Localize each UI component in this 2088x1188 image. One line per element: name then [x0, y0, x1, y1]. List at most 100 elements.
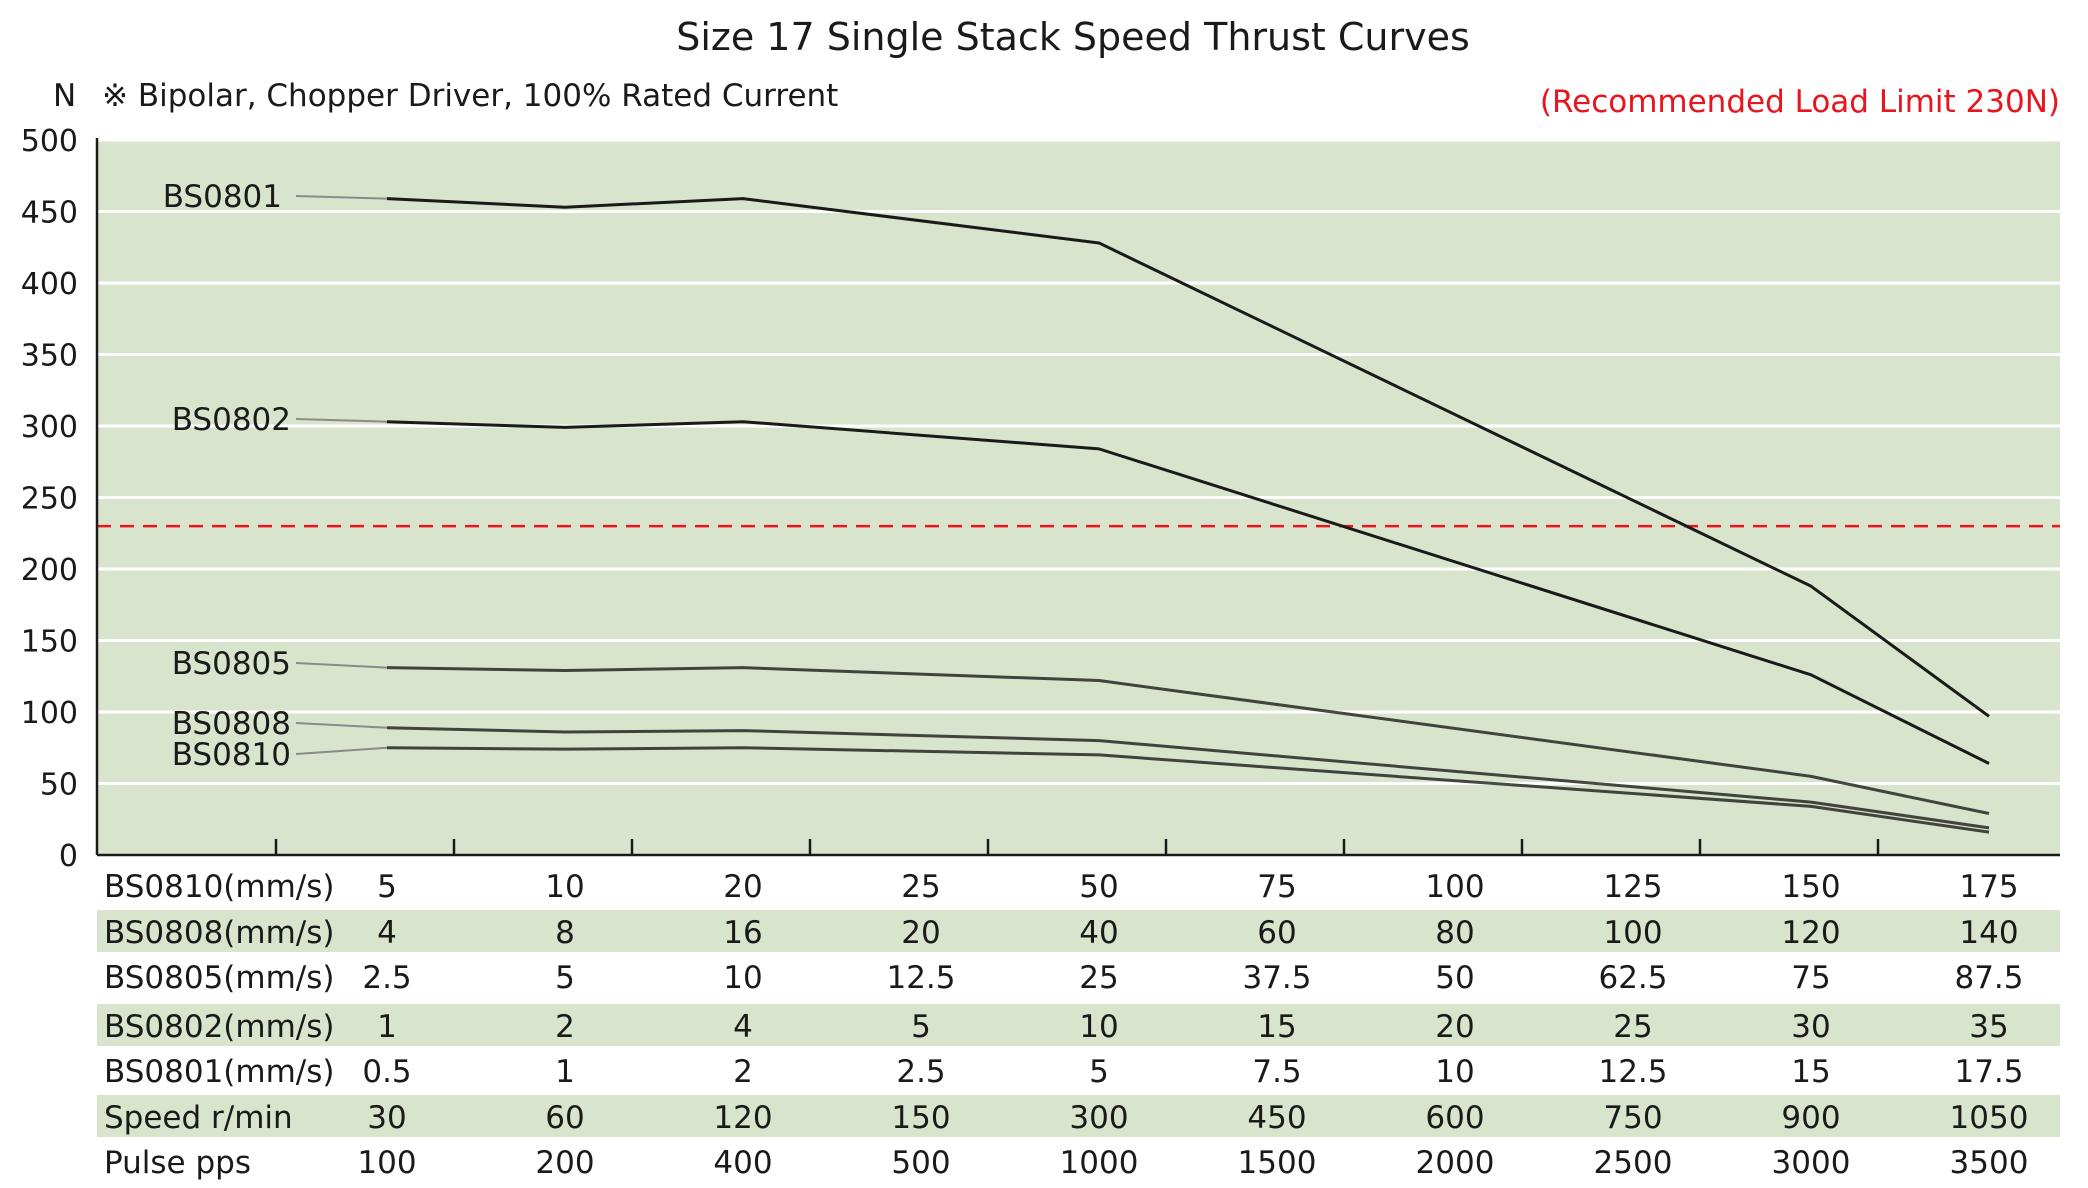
- y-tick-label: 400: [21, 267, 78, 302]
- table-cell: 100: [1603, 915, 1662, 951]
- curve-bs0802: [386, 420, 1990, 765]
- table-cell: 87.5: [1954, 960, 2023, 996]
- table-cell: 1050: [1950, 1100, 2029, 1136]
- series-leader-line: [295, 746, 388, 755]
- table-cell: 600: [1425, 1100, 1484, 1136]
- curve-bs0810: [386, 746, 1990, 834]
- table-cell: 1000: [1060, 1145, 1139, 1181]
- table-cell: 10: [545, 869, 584, 905]
- table-cell: 60: [1257, 915, 1296, 951]
- table-cell: 80: [1435, 915, 1474, 951]
- table-cell: 10: [1435, 1054, 1474, 1090]
- y-tick-label: 50: [40, 768, 78, 803]
- curve-bs0801: [386, 197, 1990, 718]
- table-cell: 3000: [1772, 1145, 1851, 1181]
- table-cell: 125: [1603, 869, 1662, 905]
- table-cell: 175: [1959, 869, 2018, 905]
- load-limit-label: (Recommended Load Limit 230N): [1540, 84, 2060, 120]
- curve-bs0808: [386, 726, 1990, 830]
- table-cell: 75: [1257, 869, 1296, 905]
- table-cell: 2.5: [362, 960, 411, 996]
- series-label: BS0810: [172, 737, 291, 773]
- table-cell: 75: [1791, 960, 1830, 996]
- table-cell: 35: [1969, 1009, 2008, 1045]
- table-cell: 5: [555, 960, 575, 996]
- table-row-band: [97, 1095, 2060, 1137]
- table-cell: 37.5: [1242, 960, 1311, 996]
- table-cell: 2500: [1594, 1145, 1673, 1181]
- table-cell: 300: [1069, 1100, 1128, 1136]
- series-label: BS0801: [163, 179, 282, 215]
- table-cell: 15: [1257, 1009, 1296, 1045]
- table-cell: 12.5: [886, 960, 955, 996]
- table-row-label: BS0808(mm/s): [104, 915, 334, 951]
- table-row-label: Speed r/min: [104, 1100, 293, 1136]
- table-cell: 30: [367, 1100, 406, 1136]
- y-tick-label: 450: [21, 196, 78, 231]
- table-cell: 10: [723, 960, 762, 996]
- table-cell: 900: [1781, 1100, 1840, 1136]
- table-cell: 120: [1781, 915, 1840, 951]
- table-cell: 25: [1079, 960, 1118, 996]
- table-cell: 8: [555, 915, 575, 951]
- table-cell: 50: [1435, 960, 1474, 996]
- table-cell: 100: [357, 1145, 416, 1181]
- y-tick-label: 150: [21, 625, 78, 660]
- table-cell: 120: [713, 1100, 772, 1136]
- table-cell: 20: [901, 915, 940, 951]
- series-label: BS0805: [172, 646, 291, 682]
- table-cell: 40: [1079, 915, 1118, 951]
- series-leader-line: [295, 195, 388, 200]
- table-row-band: [97, 1004, 2060, 1046]
- series-leader-line: [295, 418, 388, 423]
- table-cell: 20: [1435, 1009, 1474, 1045]
- table-row-label: BS0802(mm/s): [104, 1009, 334, 1045]
- table-cell: 10: [1079, 1009, 1118, 1045]
- table-cell: 5: [377, 869, 397, 905]
- series-leader-line: [295, 662, 388, 669]
- table-cell: 450: [1247, 1100, 1306, 1136]
- table-cell: 1: [377, 1009, 397, 1045]
- table-cell: 15: [1791, 1054, 1830, 1090]
- table-cell: 16: [723, 915, 762, 951]
- table-cell: 500: [891, 1145, 950, 1181]
- y-tick-label: 200: [21, 553, 78, 588]
- table-cell: 1: [555, 1054, 575, 1090]
- table-row-label: BS0805(mm/s): [104, 960, 334, 996]
- table-row-label: BS0810(mm/s): [104, 869, 334, 905]
- table-row-label: BS0801(mm/s): [104, 1054, 334, 1090]
- table-cell: 2.5: [896, 1054, 945, 1090]
- series-label: BS0808: [172, 706, 291, 742]
- table-cell: 200: [535, 1145, 594, 1181]
- table-cell: 25: [1613, 1009, 1652, 1045]
- series-label: BS0802: [172, 402, 291, 438]
- y-tick-label: 500: [21, 124, 78, 159]
- y-axis-unit: N: [53, 78, 76, 114]
- table-cell: 12.5: [1598, 1054, 1667, 1090]
- chart-title: Size 17 Single Stack Speed Thrust Curves: [676, 15, 1470, 59]
- table-cell: 62.5: [1598, 960, 1667, 996]
- chart-subtitle: ※ Bipolar, Chopper Driver, 100% Rated Cu…: [102, 78, 838, 114]
- table-cell: 2000: [1416, 1145, 1495, 1181]
- table-row-band: [97, 910, 2060, 952]
- table-cell: 20: [723, 869, 762, 905]
- table-cell: 30: [1791, 1009, 1830, 1045]
- table-cell: 0.5: [362, 1054, 411, 1090]
- table-cell: 60: [545, 1100, 584, 1136]
- y-tick-label: 100: [21, 696, 78, 731]
- y-tick-label: 350: [21, 339, 78, 374]
- table-cell: 5: [911, 1009, 931, 1045]
- table-cell: 150: [891, 1100, 950, 1136]
- table-cell: 100: [1425, 869, 1484, 905]
- table-cell: 3500: [1950, 1145, 2029, 1181]
- table-cell: 5: [1089, 1054, 1109, 1090]
- y-tick-label: 300: [21, 410, 78, 445]
- table-cell: 25: [901, 869, 940, 905]
- table-cell: 50: [1079, 869, 1118, 905]
- y-tick-label: 0: [59, 839, 78, 874]
- table-cell: 2: [733, 1054, 753, 1090]
- curve-bs0805: [386, 666, 1990, 815]
- table-cell: 400: [713, 1145, 772, 1181]
- table-cell: 2: [555, 1009, 575, 1045]
